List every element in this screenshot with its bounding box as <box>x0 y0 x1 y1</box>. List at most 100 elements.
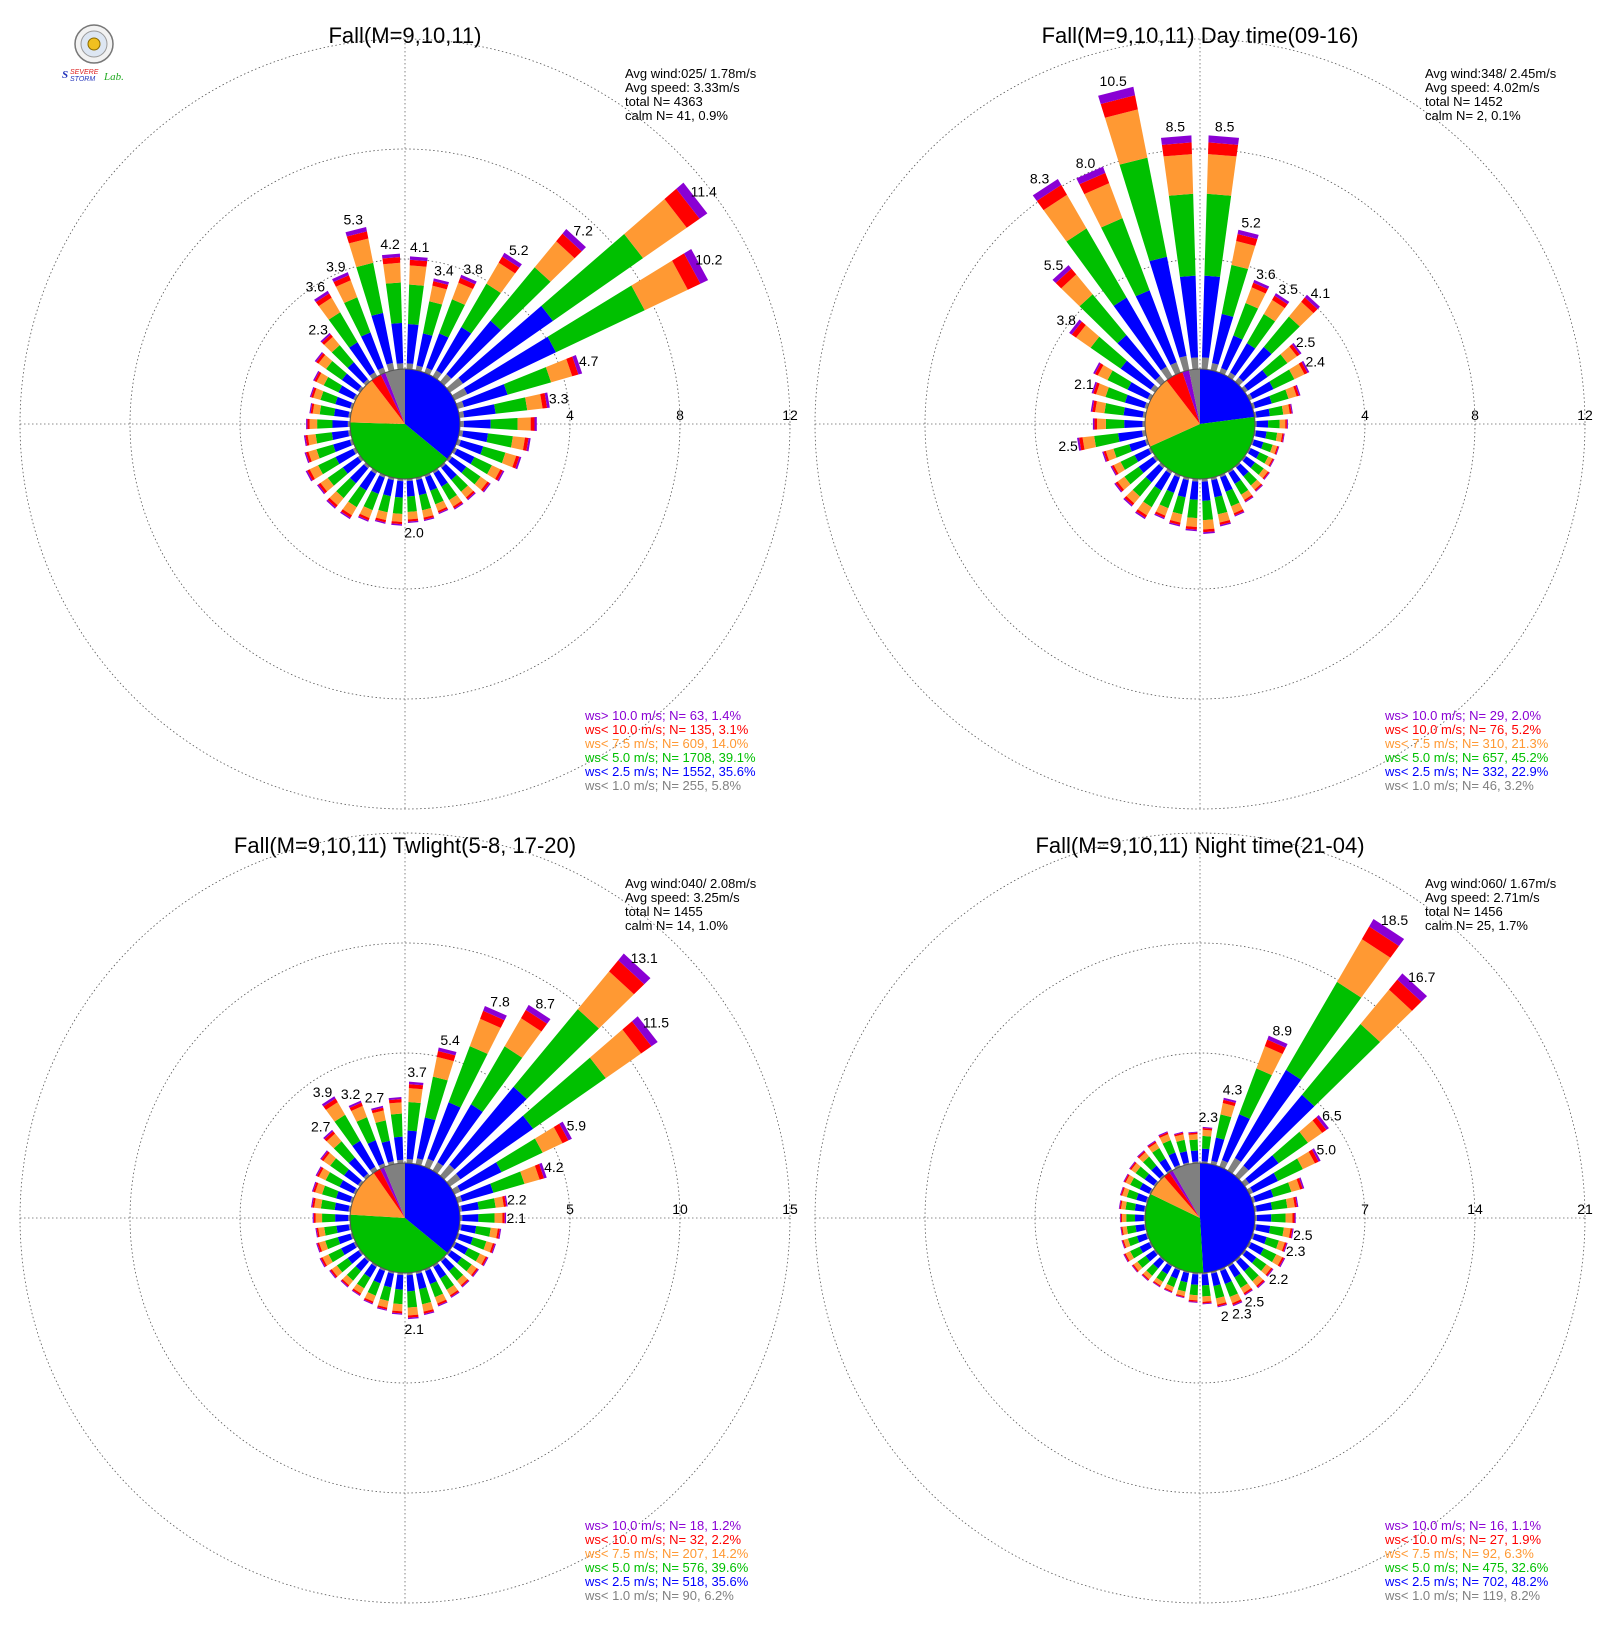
bar-segment <box>1241 490 1252 501</box>
bar-segment <box>406 1158 413 1164</box>
bar-segment <box>1272 1254 1283 1266</box>
bar-segment <box>320 1150 328 1160</box>
bar-segment <box>1137 1150 1146 1159</box>
bar-segment <box>340 511 351 520</box>
bar-segment <box>363 462 370 469</box>
bar-segment <box>482 1257 489 1267</box>
bar-segment <box>1133 1261 1143 1272</box>
bar-segment <box>1239 1068 1272 1119</box>
bar-segment <box>1289 363 1305 380</box>
bar-value-label: 7.2 <box>573 223 593 239</box>
pie-slice <box>380 372 405 424</box>
bar-segment <box>432 1056 454 1081</box>
bar-segment <box>350 1196 354 1203</box>
bar-segment <box>1190 1150 1199 1162</box>
bar-segment <box>416 1117 436 1160</box>
bar-segment <box>1295 1196 1299 1208</box>
direction-bar <box>1227 918 1405 1174</box>
bar-segment <box>432 1262 439 1268</box>
direction-bar <box>1188 1131 1199 1164</box>
bar-segment <box>1215 1114 1232 1140</box>
bar-segment <box>1159 489 1175 509</box>
bar-segment <box>388 1099 402 1104</box>
bar-segment <box>452 282 473 305</box>
logo-text-lab: Lab. <box>103 71 124 83</box>
bar-segment <box>1301 360 1310 373</box>
bar-segment <box>353 1241 359 1248</box>
bar-segment <box>1288 404 1292 414</box>
bar-segment <box>1388 979 1422 1011</box>
bar-segment <box>440 1256 446 1262</box>
bar-value-label: 16.7 <box>1408 969 1435 985</box>
bar-segment <box>477 1198 496 1210</box>
bar-segment <box>356 262 384 316</box>
bar-segment <box>1233 303 1259 340</box>
direction-bar <box>320 1150 364 1187</box>
bar-segment <box>353 394 359 401</box>
bar-segment <box>1269 1225 1284 1237</box>
bar-segment <box>513 1009 599 1099</box>
bar-segment <box>520 1165 540 1184</box>
bar-segment <box>1213 1284 1225 1299</box>
bar-segment <box>1136 1233 1148 1243</box>
bar-segment <box>1188 1131 1198 1134</box>
bar-segment <box>1113 461 1125 474</box>
bar-segment <box>1182 476 1190 481</box>
bar-segment <box>321 1185 339 1199</box>
bar-segment <box>379 1285 392 1302</box>
ring-tick-label: 15 <box>782 1201 798 1217</box>
bar-segment <box>1119 1213 1121 1223</box>
bar-segment <box>363 1299 373 1305</box>
bar-segment <box>482 482 491 493</box>
bar-segment <box>320 1257 328 1267</box>
bar-segment <box>375 1120 390 1143</box>
bar-segment <box>469 1018 501 1054</box>
bar-segment <box>1229 1293 1241 1304</box>
bar-segment <box>1256 1214 1272 1222</box>
direction-bar <box>440 953 651 1180</box>
bar-segment <box>1119 1186 1124 1196</box>
bar-segment <box>553 1123 569 1144</box>
stats-line: Avg speed: 3.25m/s <box>625 890 740 905</box>
bar-segment <box>340 1280 349 1288</box>
bar-segment <box>622 1021 652 1054</box>
bar-segment <box>323 1152 337 1166</box>
bar-segment <box>1252 439 1264 449</box>
bar-segment <box>388 1270 395 1274</box>
bar-segment <box>1299 1120 1323 1143</box>
bar-value-label: 10.2 <box>695 252 722 268</box>
bar-segment <box>1121 1226 1124 1236</box>
bar-segment <box>517 417 531 431</box>
bar-segment <box>407 518 419 522</box>
direction-bar <box>306 418 351 430</box>
bar-segment <box>1130 1177 1143 1190</box>
bar-segment <box>1263 472 1270 480</box>
bar-segment <box>1084 183 1123 228</box>
bar-segment <box>388 1097 402 1101</box>
bar-segment <box>446 320 501 379</box>
legend-entry: ws< 10.0 m/s; N= 76, 5.2% <box>1384 722 1542 737</box>
bar-segment <box>1166 1168 1173 1174</box>
bar-segment <box>378 1163 386 1169</box>
direction-bar <box>1185 478 1199 532</box>
bar-segment <box>430 487 444 505</box>
bar-segment <box>1316 1115 1329 1130</box>
direction-bar <box>1210 476 1231 527</box>
bar-segment <box>1166 1276 1178 1288</box>
bar-segment <box>319 1258 326 1268</box>
bar-segment <box>1185 528 1197 532</box>
bar-segment <box>1150 384 1159 393</box>
bar-segment <box>1126 1214 1136 1222</box>
bar-segment <box>309 403 313 414</box>
direction-bar <box>376 1270 395 1311</box>
pie-outline <box>349 368 461 480</box>
legend-entry: ws< 1.0 m/s; N= 90, 6.2% <box>584 1588 734 1603</box>
direction-bar <box>458 392 550 418</box>
bar-segment <box>407 520 419 523</box>
bar-segment <box>1163 154 1194 196</box>
bar-segment <box>1111 464 1119 475</box>
bar-segment <box>1270 1198 1288 1210</box>
bar-value-label: 5.3 <box>344 212 364 228</box>
bar-segment <box>320 1199 336 1211</box>
bar-value-label: 11.5 <box>643 1015 669 1031</box>
